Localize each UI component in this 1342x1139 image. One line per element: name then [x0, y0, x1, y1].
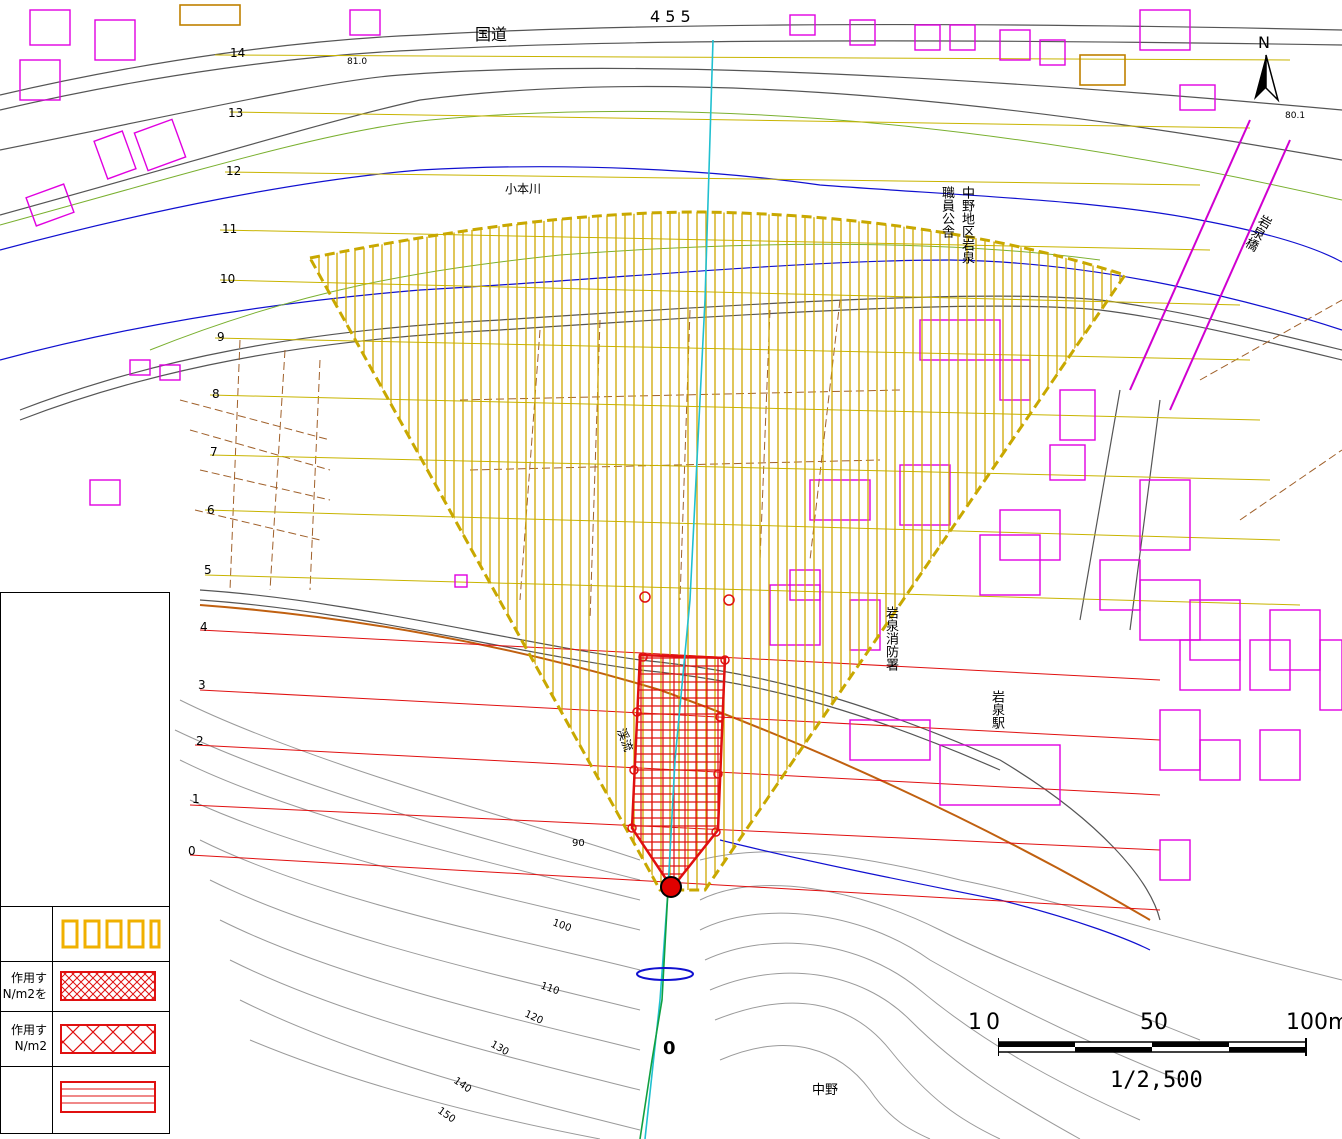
labels: 国道 4 5 5 小本川 81.0 80.1 渓流 90 100 110 120…: [347, 7, 1305, 1125]
legend-row-yellow: [1, 906, 170, 962]
right-elev: 80.1: [1285, 111, 1305, 121]
red-zone: [627, 591, 735, 891]
office-label-box: 中野地区岩泉職員公舎: [939, 186, 974, 264]
contour-110: 110: [539, 980, 561, 997]
apex-point: [660, 876, 682, 898]
legend-row-3: 作用す N/m2: [1, 1011, 170, 1067]
section-number: 7: [210, 445, 218, 459]
contour-lines: [174, 699, 1342, 1139]
section-number: 3: [198, 678, 206, 692]
legend-text-2: 作用す N/m2を: [2, 971, 47, 1001]
section-number: 0: [188, 844, 196, 858]
section-number: 5: [204, 563, 212, 577]
scale-tick-0-overlap: 1: [968, 1010, 982, 1035]
contour-150: 150: [435, 1105, 457, 1125]
parcel-lines: [179, 299, 1342, 621]
section-number: 6: [207, 503, 215, 517]
fire-station-label: 岩泉消防署: [883, 606, 898, 671]
section-number: 2: [196, 734, 204, 748]
bridge-label: 岩泉橋: [1240, 211, 1274, 253]
north-arrow: N: [1254, 33, 1280, 103]
contour-130: 130: [489, 1039, 511, 1058]
legend-text-3: 作用す N/m2: [10, 1023, 47, 1053]
section-number: 4: [200, 620, 208, 634]
survey-points: [627, 591, 735, 837]
check-dam: [636, 967, 694, 981]
origin-label: 0: [663, 1038, 676, 1059]
legend-symbol-crosshatch: [52, 1012, 171, 1067]
section-number: 14: [230, 46, 245, 60]
section-number: 12: [226, 164, 241, 178]
section-number: 1: [192, 792, 200, 806]
channel-label: 渓流: [614, 726, 635, 753]
scale-tick-50: 50: [1140, 1010, 1168, 1035]
contour-90: 90: [572, 838, 585, 849]
north-label: N: [1258, 33, 1270, 52]
fire-station-label-box: 岩泉消防署: [883, 606, 898, 671]
scale-tick-0: 0: [986, 1010, 1000, 1035]
section-number: 11: [222, 222, 237, 236]
green-lines: [0, 110, 1342, 351]
scale-tick-100: 100m: [1286, 1010, 1342, 1035]
legend-row-2: 作用す N/m2を: [1, 961, 170, 1012]
section-number: 13: [228, 106, 243, 120]
legend-symbol-crosshatch-dense: [52, 962, 171, 1012]
bridge-label-box: 岩泉橋: [1240, 211, 1274, 253]
river-label: 小本川: [505, 182, 541, 196]
bottom-label: 中野: [812, 1083, 838, 1098]
legend-row-4: [1, 1066, 170, 1134]
stream-lower: [639, 889, 669, 1139]
buildings: [19, 9, 1342, 881]
scale-ratio: 1/2,500: [1110, 1068, 1203, 1093]
road-label: 国道: [475, 25, 507, 44]
scale-bar-graphic: [998, 1038, 1307, 1056]
road-number: 4 5 5: [650, 7, 691, 26]
office-label: 中野地区岩泉職員公舎: [939, 186, 974, 264]
section-number: 10: [220, 272, 235, 286]
scale-bar: 1 0 50 100m 1/2,500: [960, 1010, 1342, 1100]
station-label: 岩泉駅: [989, 690, 1004, 729]
contour-100: 100: [551, 917, 573, 934]
legend-symbol-yellow: [52, 907, 171, 962]
legend: 作用す N/m2を 作用す N/m2: [0, 592, 170, 1134]
bridge: [1129, 119, 1291, 411]
section-number: 9: [217, 330, 225, 344]
buildings-brown: [179, 4, 1126, 86]
contour-140: 140: [451, 1075, 473, 1095]
river-elev: 81.0: [347, 57, 367, 67]
legend-symbol-horizontal: [52, 1067, 171, 1134]
stream-centerline: [644, 39, 714, 1139]
station-label-box: 岩泉駅: [989, 690, 1004, 729]
section-number: 8: [212, 387, 220, 401]
